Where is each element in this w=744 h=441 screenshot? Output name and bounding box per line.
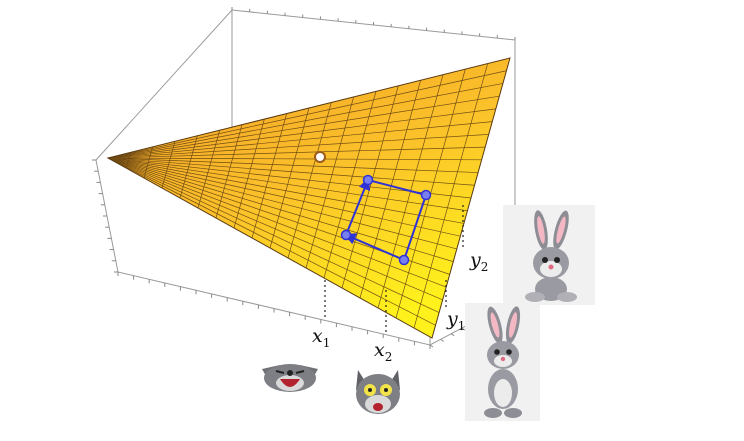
label-x1: x1 [312, 325, 330, 350]
axis-ticks [92, 7, 519, 349]
grid-line [413, 63, 489, 329]
grid-line [179, 135, 198, 199]
rabbit-sitting-icon [503, 205, 595, 305]
wolf-laughing-icon [262, 364, 318, 392]
quad-edge-left [345, 177, 371, 236]
vertex-bottom-left [340, 229, 352, 241]
label-y2: y2 [469, 249, 488, 274]
quad-edge-bottom [343, 233, 405, 261]
tick-mark [440, 338, 444, 342]
label-y1: y1 [446, 308, 465, 333]
grid-line [215, 124, 243, 219]
grid-line [287, 102, 332, 259]
grid-line [143, 146, 154, 179]
projection-lines [324, 205, 464, 333]
vertex-bottom-right [398, 254, 410, 266]
grid-line [323, 91, 377, 279]
grid-line [125, 152, 131, 169]
quad-vertices [340, 174, 432, 266]
grid-line [305, 96, 355, 269]
blue-quadrilateral [343, 177, 427, 261]
grid-line [341, 85, 399, 289]
vertex-top-right [420, 189, 432, 201]
grid-line [269, 107, 310, 249]
rabbit-standing-icon [465, 303, 540, 421]
grid-line [251, 113, 288, 239]
quad-edge-right [403, 194, 427, 261]
tick-mark [461, 327, 466, 331]
grid-line [233, 119, 265, 229]
grid-line [161, 141, 176, 189]
tick-mark [429, 344, 434, 348]
quad-edge-top [367, 179, 427, 196]
vertex-top-left [362, 174, 374, 186]
tick-mark [450, 333, 455, 337]
grid-line [197, 130, 221, 209]
grid-line [359, 80, 422, 299]
surface-grid [107, 63, 507, 329]
surface [106, 57, 511, 339]
label-x2: x2 [374, 339, 392, 364]
highlight-marker [314, 151, 326, 163]
wolf-scared-icon [356, 370, 400, 414]
